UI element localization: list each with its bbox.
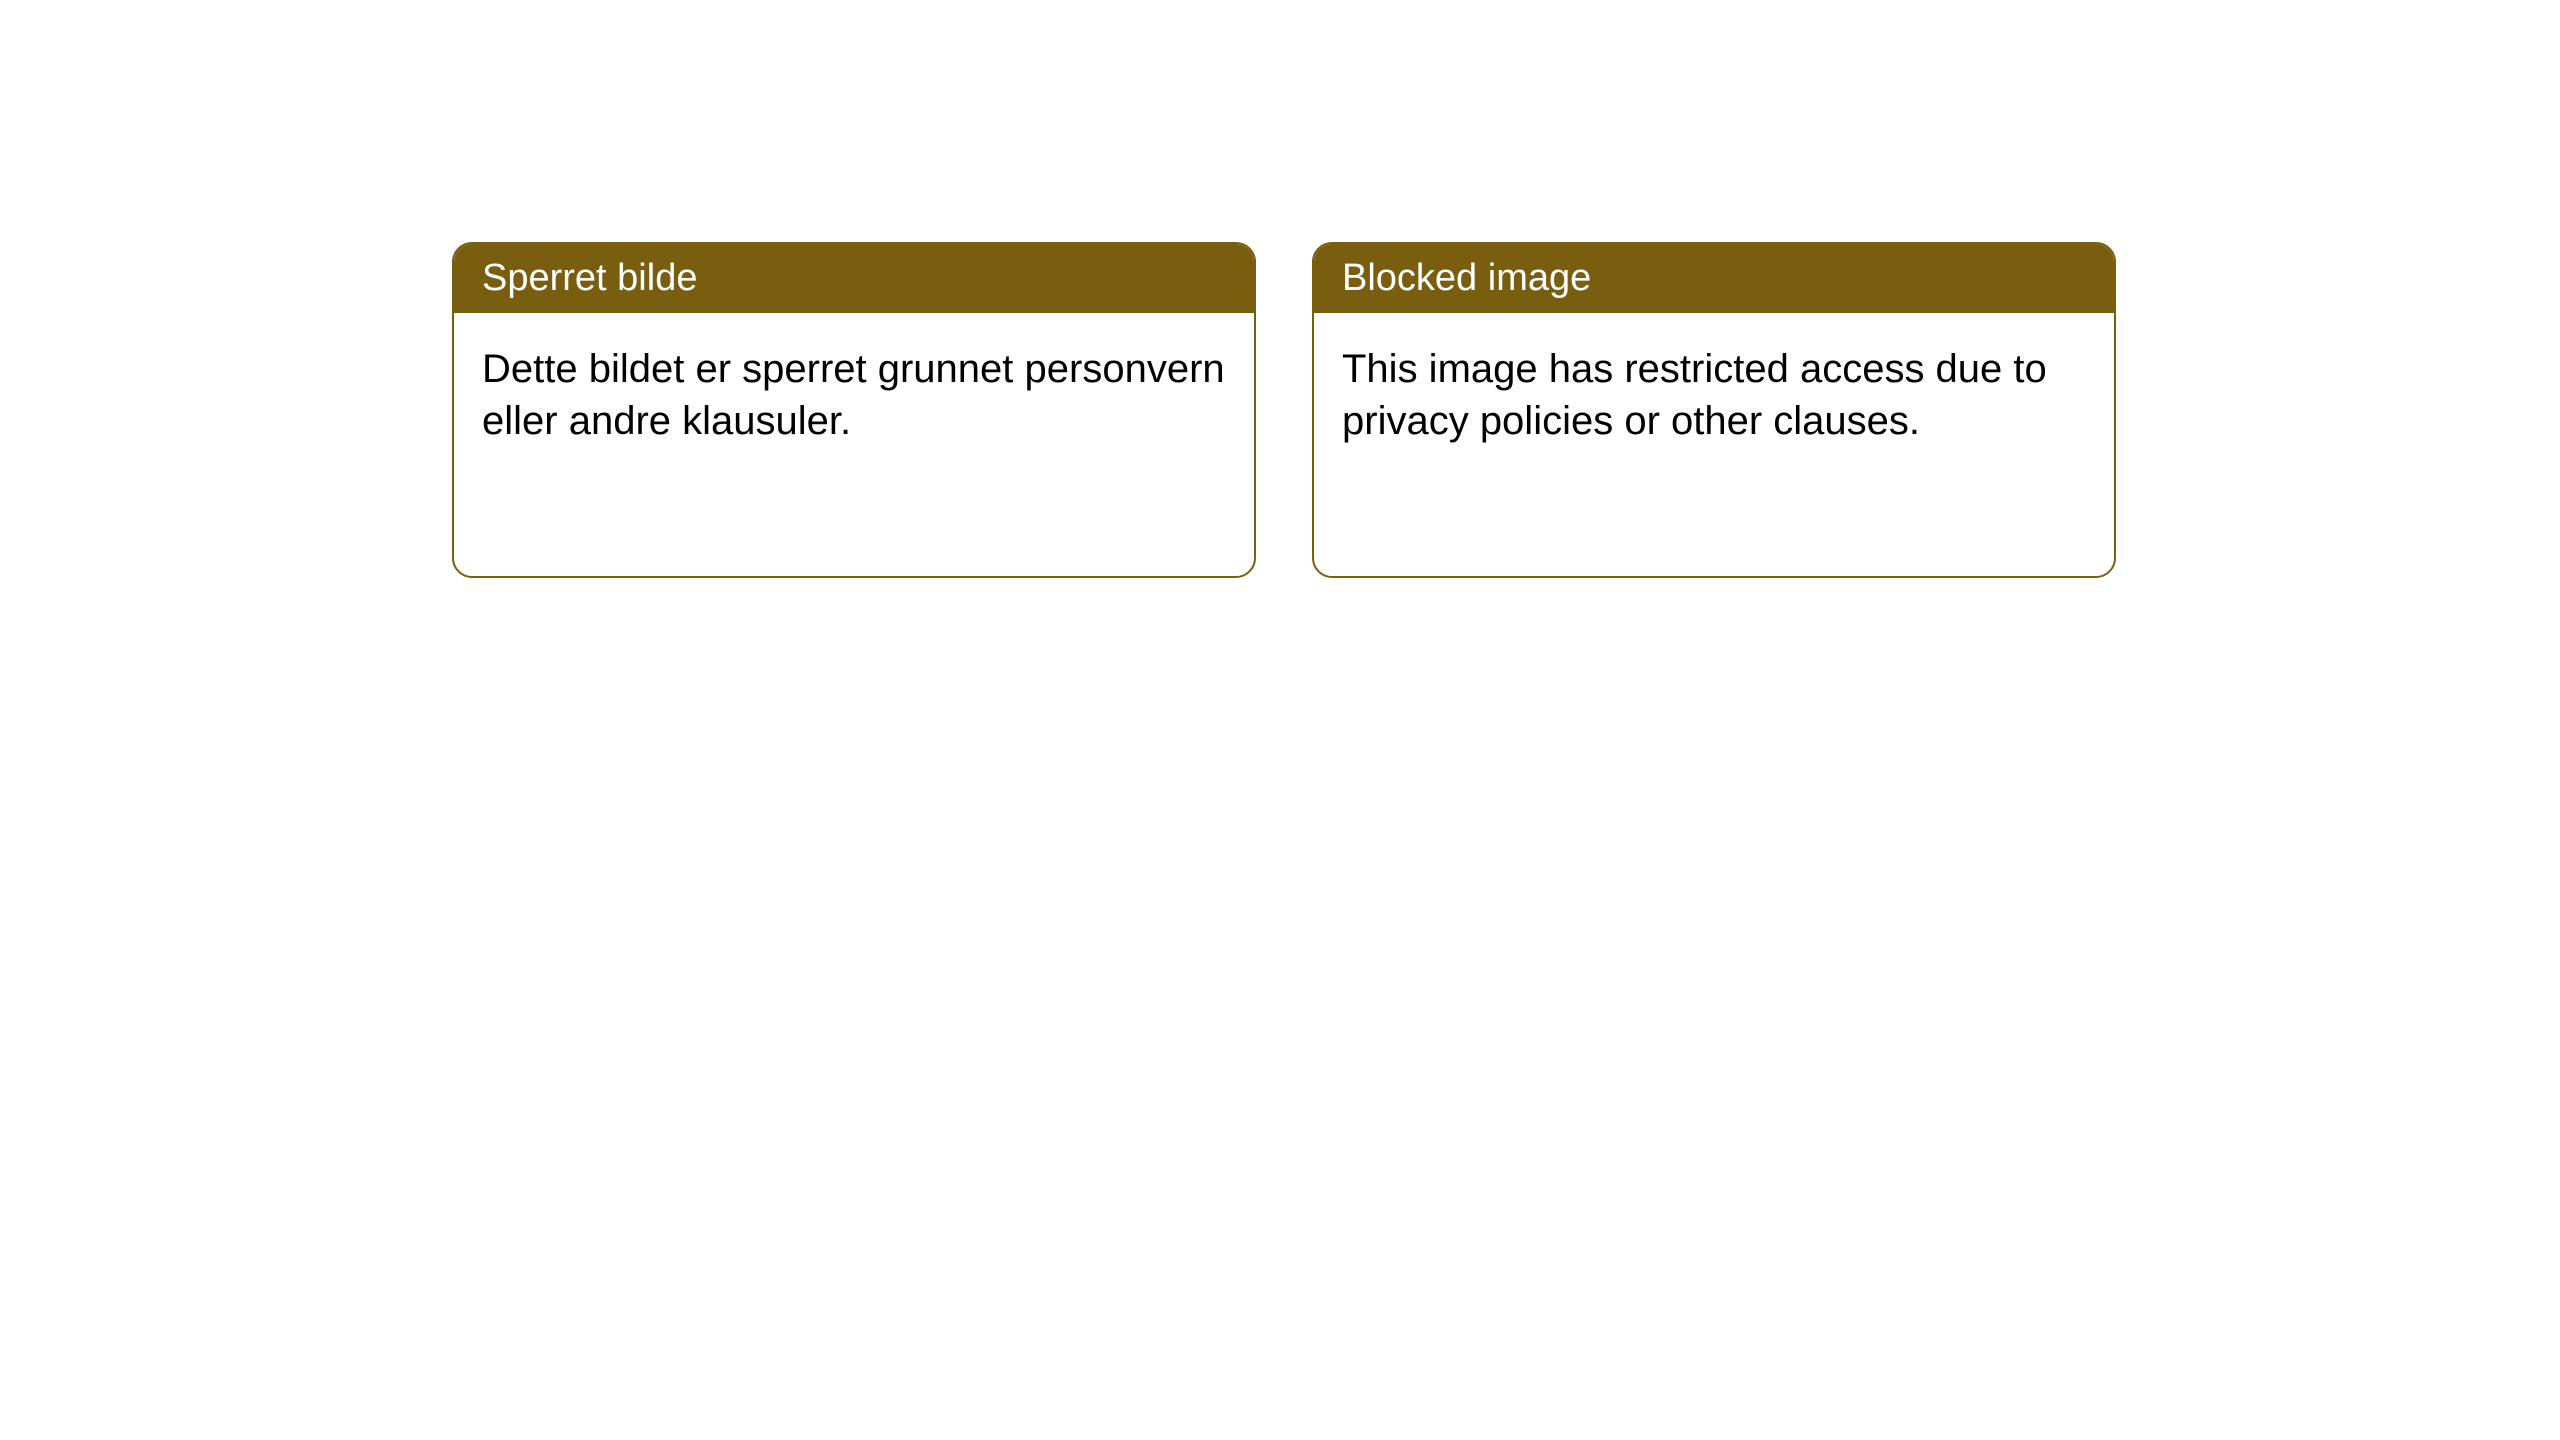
card-english: Blocked image This image has restricted … xyxy=(1312,242,2116,578)
card-title-norwegian: Sperret bilde xyxy=(454,244,1254,313)
card-body-norwegian: Dette bildet er sperret grunnet personve… xyxy=(454,313,1254,477)
cards-container: Sperret bilde Dette bildet er sperret gr… xyxy=(0,0,2560,578)
card-title-english: Blocked image xyxy=(1314,244,2114,313)
card-body-english: This image has restricted access due to … xyxy=(1314,313,2114,477)
card-norwegian: Sperret bilde Dette bildet er sperret gr… xyxy=(452,242,1256,578)
